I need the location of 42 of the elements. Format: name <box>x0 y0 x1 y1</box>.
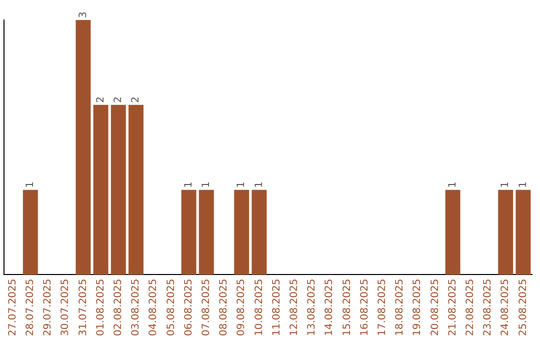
x-tick-label: 24.08.2025 <box>500 278 512 336</box>
data-label: 1 <box>500 181 512 188</box>
x-tick-label: 25.08.2025 <box>518 278 529 336</box>
x-tick-label: 02.08.2025 <box>112 278 124 336</box>
data-label: 1 <box>200 181 212 188</box>
data-label: 2 <box>95 96 106 103</box>
x-tick-label: 29.07.2025 <box>42 278 54 336</box>
x-tick-label: 12.08.2025 <box>288 278 300 336</box>
x-tick-label: 30.07.2025 <box>60 278 72 336</box>
x-tick-label: 07.08.2025 <box>200 278 212 336</box>
x-tick-label: 10.08.2025 <box>254 278 265 336</box>
x-tick-label: 15.08.2025 <box>342 278 353 336</box>
x-tick-label: 05.08.2025 <box>166 278 177 336</box>
x-tick-label: 06.08.2025 <box>183 278 194 336</box>
x-tick-label: 20.08.2025 <box>430 278 441 336</box>
data-label: 3 <box>78 12 89 18</box>
data-label: 1 <box>24 181 36 188</box>
x-tick-label: 09.08.2025 <box>236 278 248 336</box>
x-tick-label: 27.07.2025 <box>7 278 18 336</box>
data-label: 1 <box>236 181 248 188</box>
x-tick-label: 18.08.2025 <box>394 278 406 336</box>
x-tick-label: 08.08.2025 <box>218 278 230 336</box>
x-tick-label: 16.08.2025 <box>359 278 370 336</box>
x-tick-label: 23.08.2025 <box>482 278 494 336</box>
data-label: 2 <box>130 96 142 103</box>
x-tick-label: 22.08.2025 <box>464 278 476 336</box>
x-tick-label: 01.08.2025 <box>95 278 106 336</box>
data-label: 1 <box>518 181 529 188</box>
x-tick-label: 21.08.2025 <box>447 278 458 336</box>
x-tick-label: 28.07.2025 <box>24 278 36 336</box>
data-label: 2 <box>112 96 124 103</box>
x-tick-label: 04.08.2025 <box>148 278 160 336</box>
data-label: 1 <box>183 181 194 188</box>
x-tick-label: 11.08.2025 <box>271 278 282 336</box>
data-label: 1 <box>254 181 265 188</box>
data-label: 1 <box>447 181 458 188</box>
x-tick-label: 19.08.2025 <box>412 278 424 336</box>
x-tick-label: 03.08.2025 <box>130 278 142 336</box>
x-tick-label: 17.08.2025 <box>376 278 388 336</box>
x-tick-label: 14.08.2025 <box>324 278 336 336</box>
x-tick-label: 13.08.2025 <box>306 278 318 336</box>
x-tick-label: 31.07.2025 <box>78 278 89 336</box>
